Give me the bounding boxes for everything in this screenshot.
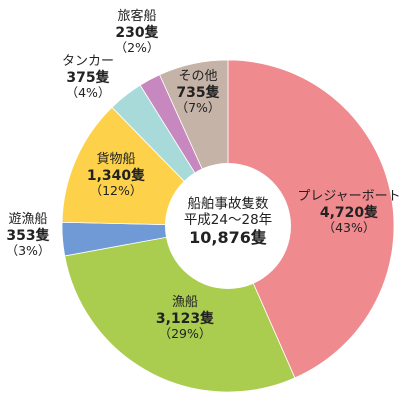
slice-count: 735隻	[176, 84, 220, 101]
slice-label-fishing-boat: 漁船 3,123隻 （29%）	[140, 295, 230, 342]
slice-label-pleasure-boat: プレジャーボート 4,720隻 （43%）	[290, 189, 400, 236]
slice-label-passenger-ship: 旅客船 230隻 （2%）	[104, 9, 170, 56]
slice-percent: （3%）	[5, 243, 51, 259]
slice-category: 旅客船	[117, 9, 157, 24]
slice-percent: （12%）	[89, 183, 143, 199]
slice-category: その他	[178, 69, 218, 84]
center-period: 平成24～28年	[183, 212, 273, 229]
slice-percent: （43%）	[322, 220, 376, 236]
slice-category: 貨物船	[96, 152, 136, 167]
slice-label-tanker: タンカー 375隻 （4%）	[52, 54, 124, 101]
donut-center-text: 船舶事故隻数 平成24～28年 10,876隻	[163, 196, 293, 248]
slice-percent: （7%）	[175, 100, 221, 116]
slice-count: 375隻	[66, 69, 110, 86]
slice-count: 353隻	[6, 227, 50, 244]
slice-count: 230隻	[115, 24, 159, 41]
slice-category: 漁船	[171, 295, 198, 310]
slice-label-cargo-ship: 貨物船 1,340隻 （12%）	[74, 152, 158, 199]
slice-percent: （2%）	[114, 40, 160, 56]
slice-category: プレジャーボート	[297, 189, 400, 204]
slice-label-other: その他 735隻 （7%）	[166, 69, 230, 116]
slice-count: 1,340隻	[86, 167, 146, 184]
slice-percent: （4%）	[65, 85, 111, 101]
donut-hole	[165, 163, 291, 289]
slice-category: 遊漁船	[8, 212, 48, 227]
slice-count: 3,123隻	[155, 310, 215, 327]
slice-category: タンカー	[61, 54, 114, 69]
slice-count: 4,720隻	[319, 204, 379, 221]
pie-slice-0	[227, 59, 395, 379]
slice-percent: （29%）	[158, 326, 212, 342]
center-total: 10,876隻	[189, 228, 267, 248]
center-title: 船舶事故隻数	[187, 196, 269, 212]
slice-label-charter-fishing: 遊漁船 353隻 （3%）	[0, 212, 56, 259]
